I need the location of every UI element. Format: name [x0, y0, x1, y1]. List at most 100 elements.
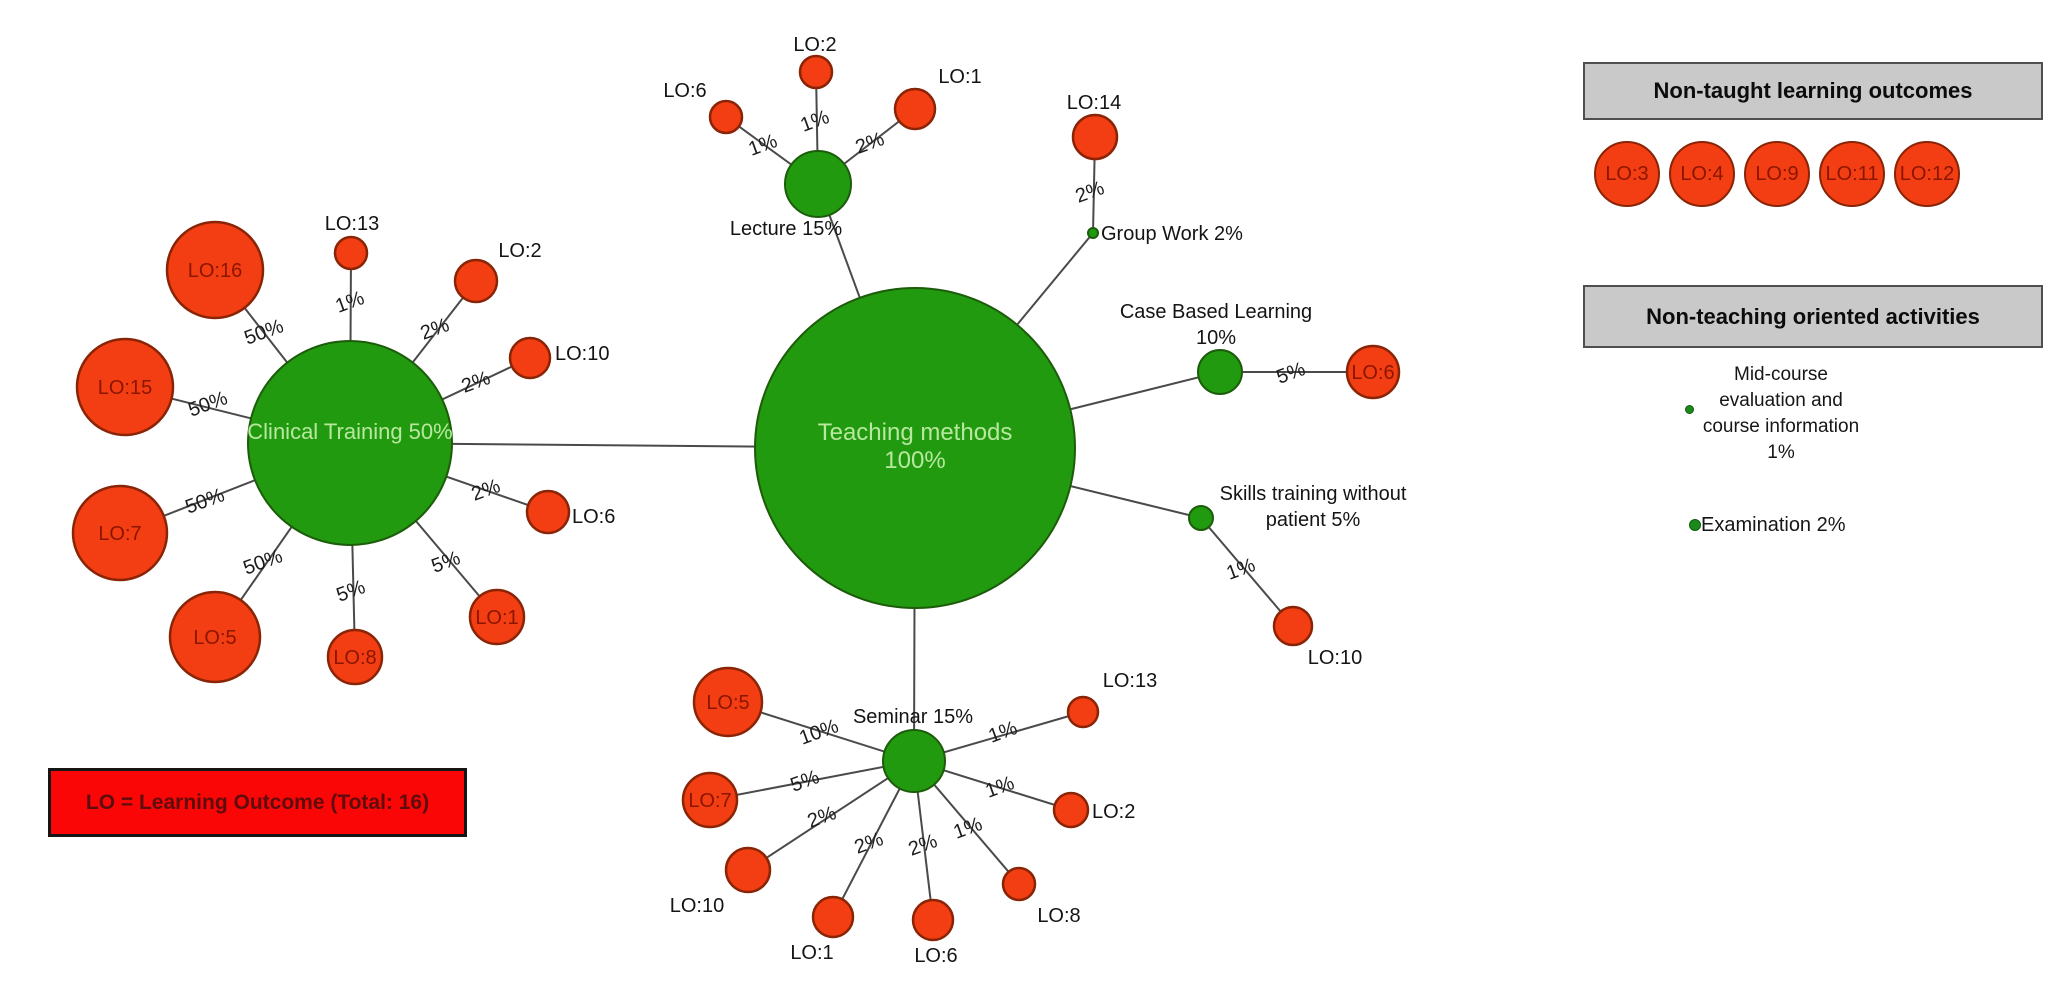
non-taught-lo-label: LO:9	[1755, 162, 1799, 185]
node-seminar	[882, 729, 946, 793]
non-taught-lo-label: LO:4	[1680, 162, 1724, 185]
edge-label-seminar-seminar-lo6: 2%	[906, 830, 941, 861]
label-skills: Skills training without patient 5%	[1220, 483, 1407, 531]
label-seminar-lo5: LO:5	[706, 692, 749, 714]
label-clinical-lo6: LO:6	[572, 506, 615, 528]
label-seminar-lo10: LO:10	[670, 895, 724, 917]
mid-course-line: course information	[1702, 416, 1860, 437]
mid-course-line: Mid-course	[1734, 364, 1828, 385]
label-clinical-lo10: LO:10	[555, 343, 609, 365]
edge-label-seminar-seminar-lo13: 1%	[986, 717, 1021, 748]
node-clinical-lo7	[71, 484, 169, 582]
label-seminar-lo8: LO:8	[1037, 905, 1080, 927]
edge-label-casebased-case-lo6: 5%	[1274, 358, 1309, 389]
label-seminar-lo2: LO:2	[1092, 801, 1135, 823]
label-clinical-lo15: LO:15	[98, 377, 152, 399]
node-seminar-lo5	[692, 666, 764, 738]
edge-label-seminar-seminar-lo7: 5%	[788, 766, 823, 797]
edge-seminar-seminar-lo7	[709, 760, 915, 801]
node-seminar-lo1	[811, 895, 855, 939]
label-clinical-lo13: LO:13	[325, 213, 379, 235]
non-teaching-activities-header: Non-teaching oriented activities	[1583, 285, 2043, 348]
edge-label-clinical-clinical-lo8: 5%	[334, 576, 369, 607]
node-clinical-lo13	[333, 235, 369, 271]
node-clinical-lo1	[468, 588, 526, 646]
mid-course-line: 1%	[1767, 442, 1795, 463]
non-taught-lo-circle: LO:9	[1744, 141, 1810, 207]
label-clinical-lo16: LO:16	[188, 260, 242, 282]
label-seminar: Seminar 15%	[853, 706, 973, 728]
mid-course-label: Mid-course evaluation and course informa…	[1656, 362, 1906, 466]
node-skills-lo10	[1272, 605, 1314, 647]
node-clinical-lo10	[508, 336, 552, 380]
non-taught-lo-circle: LO:3	[1594, 141, 1660, 207]
label-group-lo14: LO:14	[1067, 92, 1121, 114]
edge-label-clinical-clinical-lo6: 2%	[469, 475, 504, 506]
edge-label-lecture-lecture-lo2: 1%	[798, 106, 833, 137]
node-clinical-lo5	[168, 590, 262, 684]
node-seminar-lo7	[681, 771, 739, 829]
node-group-lo14	[1071, 113, 1119, 161]
non-taught-lo-row: LO:3 LO:4 LO:9 LO:11 LO:12	[1594, 141, 1960, 207]
node-lecture-lo2	[798, 54, 834, 90]
legend-text: LO = Learning Outcome (Total: 16)	[85, 790, 430, 814]
label-lecture-lo1: LO:1	[938, 66, 981, 88]
edge-label-clinical-clinical-lo7: 50%	[182, 484, 227, 518]
edge-label-seminar-seminar-lo5: 10%	[796, 715, 841, 749]
label-lecture-lo6: LO:6	[663, 80, 706, 102]
label-seminar-lo6: LO:6	[914, 945, 957, 967]
node-clinical-lo8	[326, 628, 384, 686]
node-teaching	[754, 287, 1076, 609]
node-clinical-lo6	[525, 489, 571, 535]
node-skills	[1188, 505, 1214, 531]
edge-seminar-seminar-lo10	[747, 760, 915, 871]
node-seminar-lo2	[1052, 791, 1090, 829]
non-taught-outcomes-header: Non-taught learning outcomes	[1583, 62, 2043, 120]
node-clinical-lo2	[453, 258, 499, 304]
label-casebased: Case Based Learning 10%	[1120, 301, 1312, 349]
edge-label-lecture-lecture-lo1: 2%	[853, 128, 888, 159]
non-taught-lo-circle: LO:11	[1819, 141, 1885, 207]
non-taught-lo-label: LO:3	[1605, 162, 1649, 185]
label-clinical-lo1: LO:1	[475, 607, 518, 629]
edge-label-clinical-clinical-lo16: 50%	[241, 315, 286, 349]
node-clinical-lo16	[165, 220, 265, 320]
edge-label-clinical-clinical-lo10: 2%	[459, 367, 494, 398]
edge-label-clinical-clinical-lo15: 50%	[185, 387, 230, 421]
non-teaching-activities-title: Non-teaching oriented activities	[1646, 303, 1980, 329]
node-lecture-lo6	[708, 99, 744, 135]
label-clinical-lo5: LO:5	[193, 627, 236, 649]
node-seminar-lo6	[911, 898, 955, 942]
label-lecture: Lecture 15%	[730, 218, 843, 240]
label-seminar-lo13: LO:13	[1103, 670, 1157, 692]
label-groupwork: Group Work 2%	[1101, 223, 1243, 245]
edge-label-seminar-seminar-lo1: 2%	[852, 828, 887, 859]
non-taught-lo-label: LO:12	[1899, 162, 1955, 185]
node-seminar-lo13	[1066, 695, 1100, 729]
node-casebased	[1197, 349, 1243, 395]
edge-label-clinical-clinical-lo1: 5%	[429, 547, 464, 578]
node-lecture-lo1	[893, 87, 937, 131]
node-clinical	[247, 340, 453, 546]
label-seminar-lo7: LO:7	[688, 790, 731, 812]
node-seminar-lo8	[1001, 866, 1037, 902]
label-clinical-lo2: LO:2	[498, 240, 541, 262]
label-skills-lo10: LO:10	[1308, 647, 1362, 669]
non-taught-lo-circle: LO:4	[1669, 141, 1735, 207]
node-groupwork	[1087, 227, 1099, 239]
legend-box: LO = Learning Outcome (Total: 16)	[48, 768, 467, 837]
label-teaching: Teaching methods 100%	[818, 419, 1013, 474]
non-taught-outcomes-title: Non-taught learning outcomes	[1653, 78, 1973, 103]
non-taught-lo-circle: LO:12	[1894, 141, 1960, 207]
mid-course-dot	[1685, 405, 1694, 414]
label-lecture-lo2: LO:2	[793, 34, 836, 56]
examination-label: Examination 2%	[1701, 514, 1846, 536]
edge-skills-skills-lo10	[1200, 517, 1294, 627]
edge-label-clinical-clinical-lo5: 50%	[240, 545, 285, 579]
node-clinical-lo15	[75, 337, 175, 437]
edge-label-clinical-clinical-lo13: 1%	[333, 287, 368, 318]
edge-label-seminar-seminar-lo10: 2%	[805, 802, 840, 833]
label-case-lo6: LO:6	[1351, 362, 1394, 384]
